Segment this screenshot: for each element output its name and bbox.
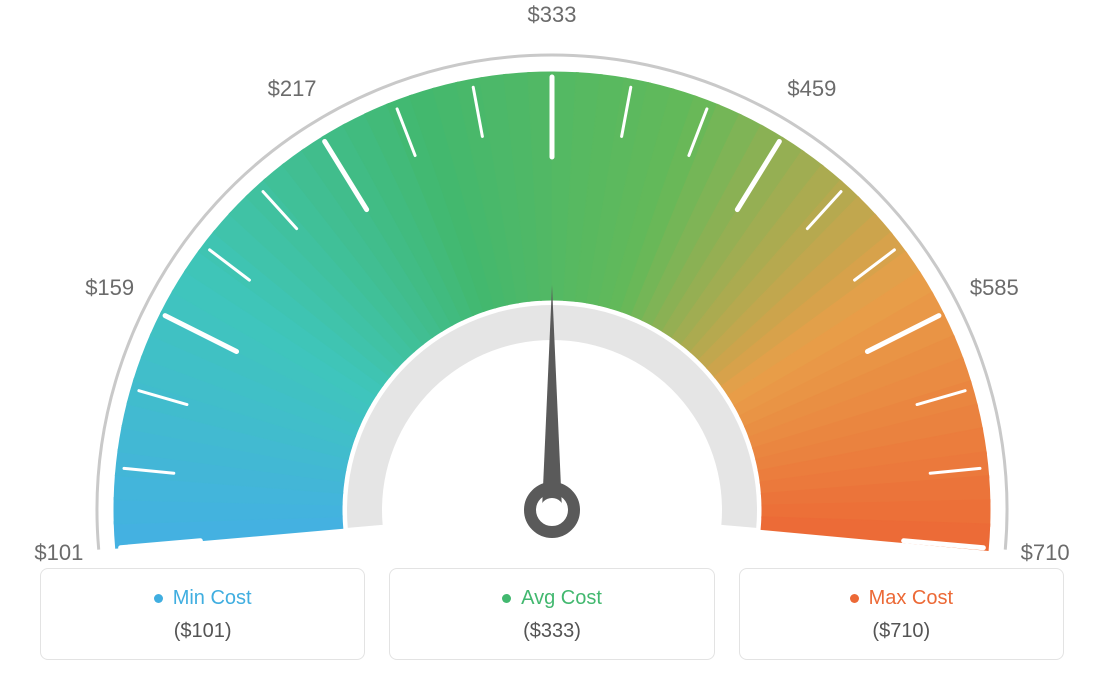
gauge-tick-label: $159 (85, 275, 134, 301)
legend-card-min: Min Cost ($101) (40, 568, 365, 660)
legend-value: ($101) (51, 620, 354, 643)
dot-icon (850, 594, 859, 603)
gauge: $101$159$217$333$459$585$710 (0, 0, 1104, 560)
legend-title-max: Max Cost (850, 587, 953, 610)
legend-label: Avg Cost (521, 587, 602, 610)
legend-label: Min Cost (173, 587, 252, 610)
gauge-tick-label: $217 (268, 76, 317, 102)
legend-label: Max Cost (869, 587, 953, 610)
gauge-chart-container: $101 $159 $217 $333 $459 $585 $710 Min Cost ($… (0, 0, 1104, 690)
legend-value: ($710) (750, 620, 1053, 643)
gauge-tick-label: $333 (528, 2, 577, 28)
legend-value: ($333) (400, 620, 703, 643)
legend-title-avg: Avg Cost (502, 587, 602, 610)
dot-icon (502, 594, 511, 603)
gauge-tick-label: $459 (787, 76, 836, 102)
gauge-svg (0, 0, 1104, 560)
legend-card-max: Max Cost ($710) (739, 568, 1064, 660)
gauge-tick-label: $585 (970, 275, 1019, 301)
dot-icon (154, 594, 163, 603)
legend-card-avg: Avg Cost ($333) (389, 568, 714, 660)
legend-row: Min Cost ($101) Avg Cost ($333) Max Cost… (40, 568, 1064, 660)
legend-title-min: Min Cost (154, 587, 252, 610)
gauge-tick-label: $710 (1021, 540, 1070, 566)
gauge-tick-label: $101 (34, 540, 83, 566)
